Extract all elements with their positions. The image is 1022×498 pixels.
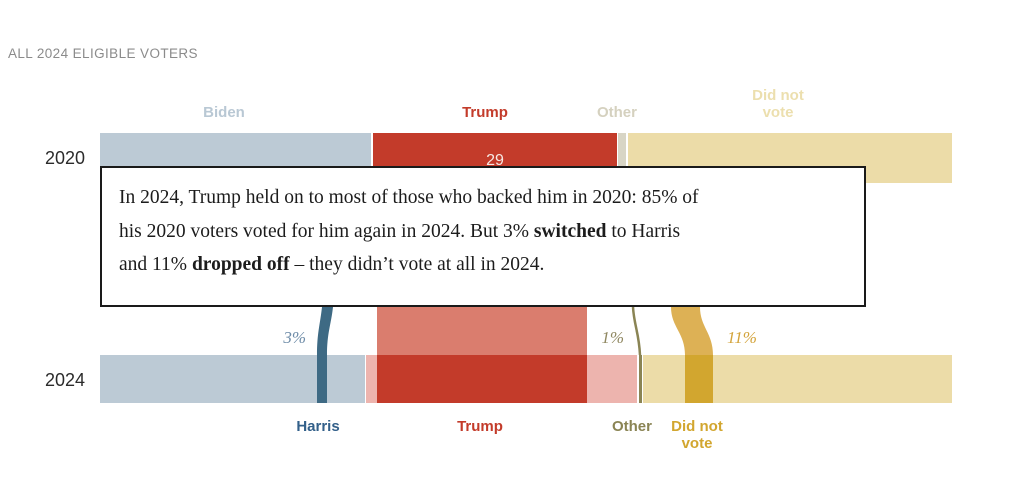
flow-trump-stayed xyxy=(377,307,587,355)
stripe-switched-to-harris xyxy=(317,355,327,403)
tooltip-text: his 2020 voters voted for him again in 2… xyxy=(119,220,534,242)
stripe-dropped-off-2024 xyxy=(685,355,713,403)
label-did-not-vote-2024-line1: Did not xyxy=(671,418,723,435)
label-did-not-vote-2020: Did not vote xyxy=(728,87,828,121)
segment-trump-2024-from-trump-2020[interactable] xyxy=(377,355,587,403)
tooltip-text: to Harris xyxy=(606,220,681,242)
label-other-2020: Other xyxy=(596,104,637,121)
tooltip-bold-switched: switched xyxy=(533,220,607,242)
bar-2024 xyxy=(100,355,952,403)
flow-label-to-harris: 3% xyxy=(283,328,306,347)
tooltip-line-1: In 2024, Trump held on to most of those … xyxy=(119,181,846,215)
label-did-not-vote-2024: Did not vote xyxy=(657,418,737,452)
label-trump-2020: Trump xyxy=(462,104,508,121)
tooltip-text: In 2024, Trump held on to most of those … xyxy=(119,187,699,208)
segment-other-2020[interactable] xyxy=(618,133,626,183)
label-did-not-vote-2020-line2: vote xyxy=(762,104,794,121)
flow-label-to-other: 1% xyxy=(601,328,624,347)
trump-2020-value: 29 xyxy=(486,152,504,169)
tooltip-line-2: his 2020 voters voted for him again in 2… xyxy=(119,215,846,249)
segment-trump-2024-other-sources-right[interactable] xyxy=(587,355,637,403)
segment-trump-2024-other-sources-left[interactable] xyxy=(366,355,377,403)
label-did-not-vote-2024-line2: vote xyxy=(681,435,713,452)
tooltip-text: and 11% xyxy=(119,254,192,275)
tooltip-line-3: and 11% dropped off – they didn’t vote a… xyxy=(119,248,846,282)
label-harris-2024: Harris xyxy=(296,418,340,435)
tooltip-text: – they didn’t vote at all in 2024. xyxy=(289,254,545,275)
year-label-2020: 2020 xyxy=(44,148,85,168)
label-trump-2024: Trump xyxy=(457,418,503,435)
label-did-not-vote-2020-line1: Did not xyxy=(752,87,804,104)
flow-trump-dropped-off xyxy=(671,307,713,355)
year-label-2024: 2024 xyxy=(44,370,85,390)
segment-other-2024[interactable] xyxy=(638,355,642,403)
annotation-tooltip: In 2024, Trump held on to most of those … xyxy=(100,166,866,307)
label-biden-2020: Biden xyxy=(203,104,245,121)
tooltip-bold-dropped-off: dropped off xyxy=(191,254,290,275)
label-other-2024: Other xyxy=(611,418,652,435)
flow-label-dropped-off: 11% xyxy=(727,328,757,347)
flow-ribbons xyxy=(317,307,713,355)
chart-eyebrow: ALL 2024 ELIGIBLE VOTERS xyxy=(8,46,198,61)
flow-trump-to-other xyxy=(631,307,642,355)
flow-trump-to-harris xyxy=(317,307,333,355)
